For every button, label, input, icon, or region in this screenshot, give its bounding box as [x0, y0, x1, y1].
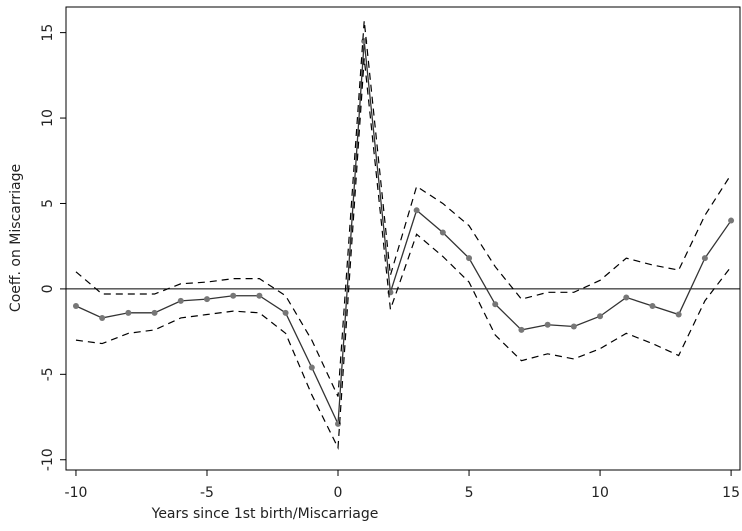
series-line [75, 58, 732, 451]
point [151, 309, 158, 316]
x-tick-label: -10 [65, 485, 88, 501]
point [728, 217, 735, 224]
x-tick-label: 15 [722, 485, 740, 501]
point [466, 255, 473, 262]
point [203, 296, 210, 303]
point [256, 292, 263, 299]
y-tick-label: 10 [40, 109, 56, 127]
y-tick-label: -10 [40, 448, 56, 471]
series-line [75, 20, 732, 397]
y-axis-label: Coeff. on Miscarriage [8, 164, 24, 312]
point [308, 364, 315, 371]
point [439, 229, 446, 236]
x-tick-label: -5 [200, 485, 214, 501]
point [649, 302, 656, 309]
point [675, 311, 682, 318]
plot-frame [65, 6, 741, 471]
series-line [75, 41, 732, 425]
y-tick-label: 0 [40, 284, 56, 293]
point [518, 326, 525, 333]
point [282, 309, 289, 316]
point [492, 301, 499, 308]
point [544, 321, 551, 328]
point [72, 302, 79, 309]
point [99, 314, 106, 321]
y-tick-label: 5 [40, 199, 56, 208]
point [413, 207, 420, 214]
point [570, 323, 577, 330]
point [230, 292, 237, 299]
point [177, 297, 184, 304]
point [701, 255, 708, 262]
y-tick-label: -5 [40, 367, 56, 381]
x-tick-label: 5 [465, 485, 474, 501]
point [125, 309, 132, 316]
point [623, 294, 630, 301]
point [597, 313, 604, 320]
y-tick-label: 15 [40, 24, 56, 42]
x-axis-label: Years since 1st birth/Miscarriage [151, 506, 379, 522]
x-tick-label: 10 [591, 485, 609, 501]
x-tick-label: 0 [334, 485, 343, 501]
